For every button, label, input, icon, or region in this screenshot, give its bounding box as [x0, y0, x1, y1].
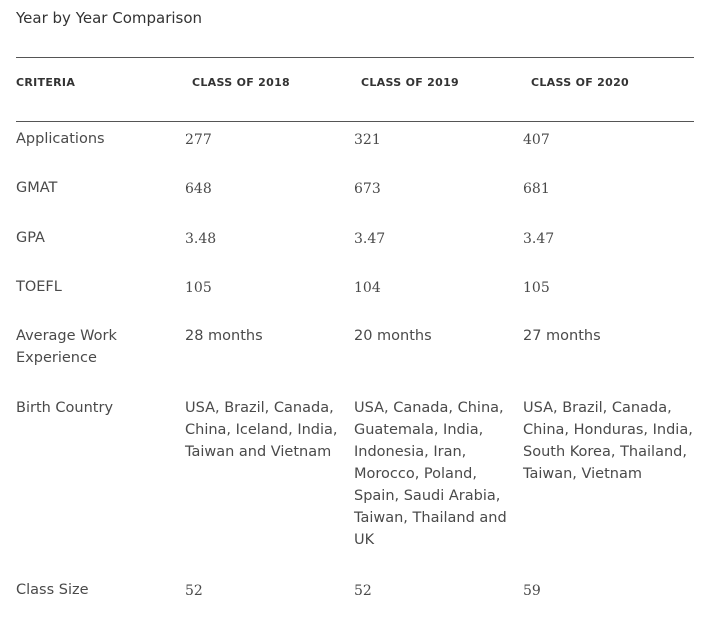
cell-toefl-2020: 105: [523, 280, 550, 296]
cell-work-experience-2018: 28 months: [185, 328, 263, 344]
cell-class-size-2018: 52: [185, 583, 203, 599]
cell-work-experience-2020: 27 months: [523, 328, 601, 344]
cell-gpa-2020: 3.47: [523, 231, 555, 247]
header-class-2020: CLASS OF 2020: [531, 76, 629, 89]
cell-gpa-2018: 3.48: [185, 231, 217, 247]
cell-toefl-2018: 105: [185, 280, 212, 296]
row-label-class-size: Class Size: [16, 582, 89, 598]
cell-gmat-2018: 648: [185, 181, 212, 197]
row-label-work-experience: Average Work Experience: [16, 328, 117, 366]
cell-class-size-2019: 52: [354, 583, 372, 599]
header-criteria: CRITERIA: [16, 76, 76, 89]
row-label-applications: Applications: [16, 131, 105, 147]
cell-class-size-2020: 59: [523, 583, 541, 599]
header-class-2019: CLASS OF 2019: [361, 76, 459, 89]
cell-work-experience-2019: 20 months: [354, 328, 432, 344]
cell-gpa-2019: 3.47: [354, 231, 386, 247]
table-top-divider: [16, 57, 694, 58]
row-label-toefl: TOEFL: [16, 279, 62, 295]
cell-applications-2018: 277: [185, 132, 212, 148]
row-label-gpa: GPA: [16, 230, 45, 246]
cell-birth-country-2019: USA, Canada, China, Guatemala, India, In…: [354, 400, 507, 548]
page-title: Year by Year Comparison: [16, 9, 203, 27]
cell-applications-2020: 407: [523, 132, 550, 148]
cell-gmat-2019: 673: [354, 181, 381, 197]
header-class-2018: CLASS OF 2018: [192, 76, 290, 89]
cell-toefl-2019: 104: [354, 280, 381, 296]
header-divider: [16, 121, 694, 122]
cell-applications-2019: 321: [354, 132, 381, 148]
row-label-birth-country: Birth Country: [16, 400, 114, 416]
cell-birth-country-2018: USA, Brazil, Canada, China, Iceland, Ind…: [185, 400, 338, 460]
row-label-gmat: GMAT: [16, 180, 58, 196]
cell-gmat-2020: 681: [523, 181, 550, 197]
cell-birth-country-2020: USA, Brazil, Canada, China, Honduras, In…: [523, 400, 693, 482]
